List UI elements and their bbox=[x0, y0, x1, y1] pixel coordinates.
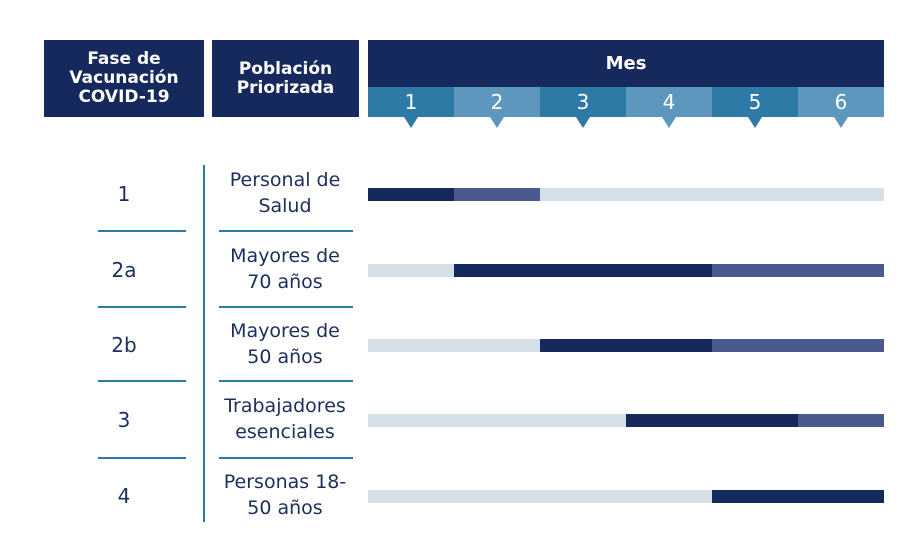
phase-label: 4 bbox=[117, 484, 131, 508]
month-header: Mes bbox=[368, 40, 884, 87]
row-separator bbox=[98, 380, 186, 382]
row-separator bbox=[219, 306, 353, 308]
month-cell-2: 2 bbox=[454, 87, 540, 117]
primary-period-bar bbox=[368, 188, 454, 201]
timeline-track bbox=[368, 339, 884, 352]
timeline-track bbox=[368, 264, 884, 277]
month-cell-5: 5 bbox=[712, 87, 798, 117]
phase-label: 1 bbox=[117, 182, 131, 206]
timeline-track bbox=[368, 414, 884, 427]
timeline-track bbox=[368, 490, 884, 503]
population-label: Mayores de 70 años bbox=[230, 245, 340, 293]
primary-period-bar bbox=[540, 339, 712, 352]
row-separator bbox=[219, 457, 353, 459]
row-separator bbox=[98, 230, 186, 232]
row-separator bbox=[219, 230, 353, 232]
secondary-period-bar bbox=[798, 414, 884, 427]
phase-label: 2b bbox=[111, 333, 137, 357]
primary-period-bar bbox=[626, 414, 798, 427]
month-pointer-6 bbox=[834, 117, 848, 128]
primary-period-bar bbox=[712, 490, 884, 503]
row-separator bbox=[219, 380, 353, 382]
month-cell-6: 6 bbox=[798, 87, 884, 117]
secondary-period-bar bbox=[454, 188, 540, 201]
month-pointer-1 bbox=[404, 117, 418, 128]
month-cell-3: 3 bbox=[540, 87, 626, 117]
population-label: Personas 18- 50 años bbox=[223, 471, 347, 519]
month-cell-4: 4 bbox=[626, 87, 712, 117]
month-pointer-4 bbox=[662, 117, 676, 128]
column-divider bbox=[203, 165, 205, 522]
population-label: Personal de Salud bbox=[229, 169, 341, 217]
row-separator bbox=[98, 306, 186, 308]
population-header: Población Priorizada bbox=[212, 40, 359, 117]
phase-label: 2a bbox=[111, 258, 137, 282]
secondary-period-bar bbox=[712, 264, 884, 277]
timeline-track bbox=[368, 188, 884, 201]
primary-period-bar bbox=[454, 264, 712, 277]
month-pointer-2 bbox=[490, 117, 504, 128]
population-label: Trabajadores esenciales bbox=[224, 395, 346, 443]
month-cell-1: 1 bbox=[368, 87, 454, 117]
phase-header: Fase de Vacunación COVID-19 bbox=[44, 40, 204, 117]
row-separator bbox=[98, 457, 186, 459]
population-label: Mayores de 50 años bbox=[230, 320, 340, 368]
month-pointer-5 bbox=[748, 117, 762, 128]
month-pointer-3 bbox=[576, 117, 590, 128]
phase-label: 3 bbox=[117, 408, 131, 432]
secondary-period-bar bbox=[712, 339, 884, 352]
